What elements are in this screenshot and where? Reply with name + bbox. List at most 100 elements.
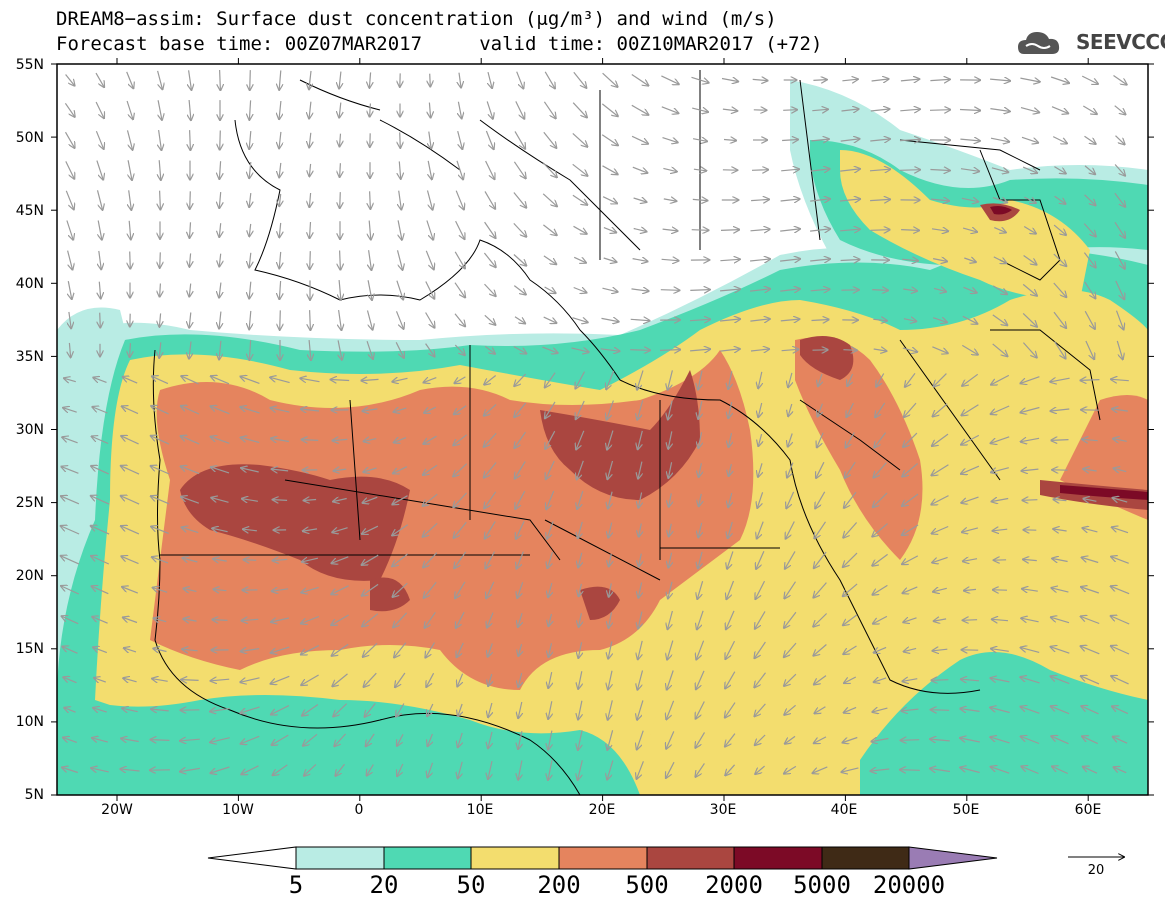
wind-arrow — [183, 558, 198, 562]
wind-arrow — [423, 522, 438, 536]
wind-arrow — [219, 192, 220, 208]
wind-arrow — [840, 169, 860, 171]
lon-label: 20E — [589, 802, 616, 818]
lon-label: 10E — [467, 802, 494, 818]
wind-arrow — [272, 734, 289, 745]
wind-arrow — [932, 495, 949, 505]
wind-arrow — [158, 100, 162, 119]
wind-arrow — [279, 162, 281, 177]
wind-arrow — [959, 110, 980, 111]
wind-arrow — [249, 100, 250, 119]
wind-arrow — [453, 434, 467, 445]
wind-arrow — [395, 672, 406, 687]
wind-arrow — [398, 220, 402, 239]
wind-arrow — [784, 765, 797, 773]
wind-arrow — [428, 762, 434, 777]
wind-arrow — [756, 550, 765, 569]
wind-arrow — [189, 70, 192, 89]
wind-arrow — [750, 289, 770, 291]
wind-arrow — [517, 551, 524, 569]
wind-arrow — [92, 617, 108, 624]
wind-arrow — [668, 581, 672, 598]
wind-arrow — [930, 739, 950, 741]
wind-arrow — [1021, 376, 1040, 384]
lon-label: 60E — [1075, 802, 1102, 818]
wind-arrow — [780, 319, 799, 321]
wind-arrow — [600, 349, 620, 351]
wind-arrow — [577, 491, 584, 509]
wind-arrow — [755, 765, 765, 774]
wind-arrow — [458, 761, 462, 778]
wind-arrow — [310, 310, 311, 330]
wind-arrow — [211, 376, 230, 385]
wind-arrow — [95, 130, 103, 149]
lon-label: 30E — [710, 802, 737, 818]
wind-arrow — [95, 72, 104, 87]
wind-arrow — [211, 766, 230, 773]
wind-arrow — [99, 250, 101, 269]
wind-arrow — [339, 310, 342, 330]
wind-arrow — [783, 110, 797, 111]
wind-arrow — [340, 133, 341, 147]
colorbar-label: 200 — [537, 871, 580, 899]
wind-arrow — [424, 406, 437, 413]
wind-arrow — [219, 311, 221, 329]
lat-label: 55N — [16, 57, 44, 73]
wind-arrow — [962, 373, 979, 385]
wind-arrow — [870, 139, 889, 141]
wind-arrow — [870, 230, 890, 231]
wind-arrow — [729, 432, 732, 447]
wind-arrow — [485, 521, 496, 539]
wind-arrow — [65, 74, 75, 86]
wind-arrow — [513, 222, 526, 236]
wind-arrow — [546, 460, 555, 479]
wind-arrow — [486, 581, 495, 598]
wind-arrow — [181, 466, 200, 475]
wind-arrow — [902, 555, 919, 564]
wind-arrow — [1111, 646, 1130, 655]
wind-arrow — [630, 350, 650, 351]
wind-arrow — [1112, 706, 1129, 715]
wind-arrow — [900, 170, 920, 171]
wind-arrow — [484, 345, 495, 353]
wind-arrow — [788, 403, 792, 416]
wind-arrow — [903, 586, 918, 593]
wind-arrow — [757, 492, 764, 507]
wind-arrow — [279, 222, 280, 237]
wind-arrow — [427, 703, 434, 716]
wind-arrow — [100, 312, 101, 328]
wind-arrow — [126, 71, 134, 88]
wind-arrow — [484, 314, 495, 324]
wind-arrow — [362, 583, 379, 595]
lon-label: 50E — [953, 802, 980, 818]
wind-arrow — [659, 350, 680, 351]
wind-arrow — [758, 433, 761, 446]
wind-arrow — [426, 672, 435, 687]
wind-arrow — [548, 582, 552, 597]
wind-arrow — [578, 521, 583, 538]
wind-arrow — [602, 72, 618, 87]
wind-arrow — [547, 521, 554, 538]
wind-arrow — [219, 253, 220, 267]
wind-arrow — [692, 199, 707, 200]
wind-arrow — [62, 437, 78, 444]
wind-arrow — [847, 373, 854, 386]
wind-arrow — [1053, 224, 1066, 235]
wind-arrow — [844, 645, 857, 654]
wind-arrow — [190, 222, 191, 237]
wind-arrow — [697, 581, 704, 599]
wind-arrow — [842, 79, 857, 81]
wind-arrow — [484, 221, 496, 238]
wind-arrow — [488, 643, 493, 656]
wind-arrow — [571, 348, 589, 352]
wind-arrow — [61, 526, 80, 535]
wind-arrow — [543, 224, 556, 235]
wind-arrow — [608, 460, 614, 479]
wind-arrow — [331, 380, 350, 381]
wind-arrow — [154, 618, 167, 621]
wind-arrow — [696, 670, 705, 689]
longitude-labels: 20W 10W 0 10E 20E 30E 40E 50E 60E — [101, 802, 1101, 818]
wind-arrow — [990, 79, 1010, 81]
wind-arrow — [301, 645, 320, 655]
wind-arrow — [603, 228, 616, 233]
